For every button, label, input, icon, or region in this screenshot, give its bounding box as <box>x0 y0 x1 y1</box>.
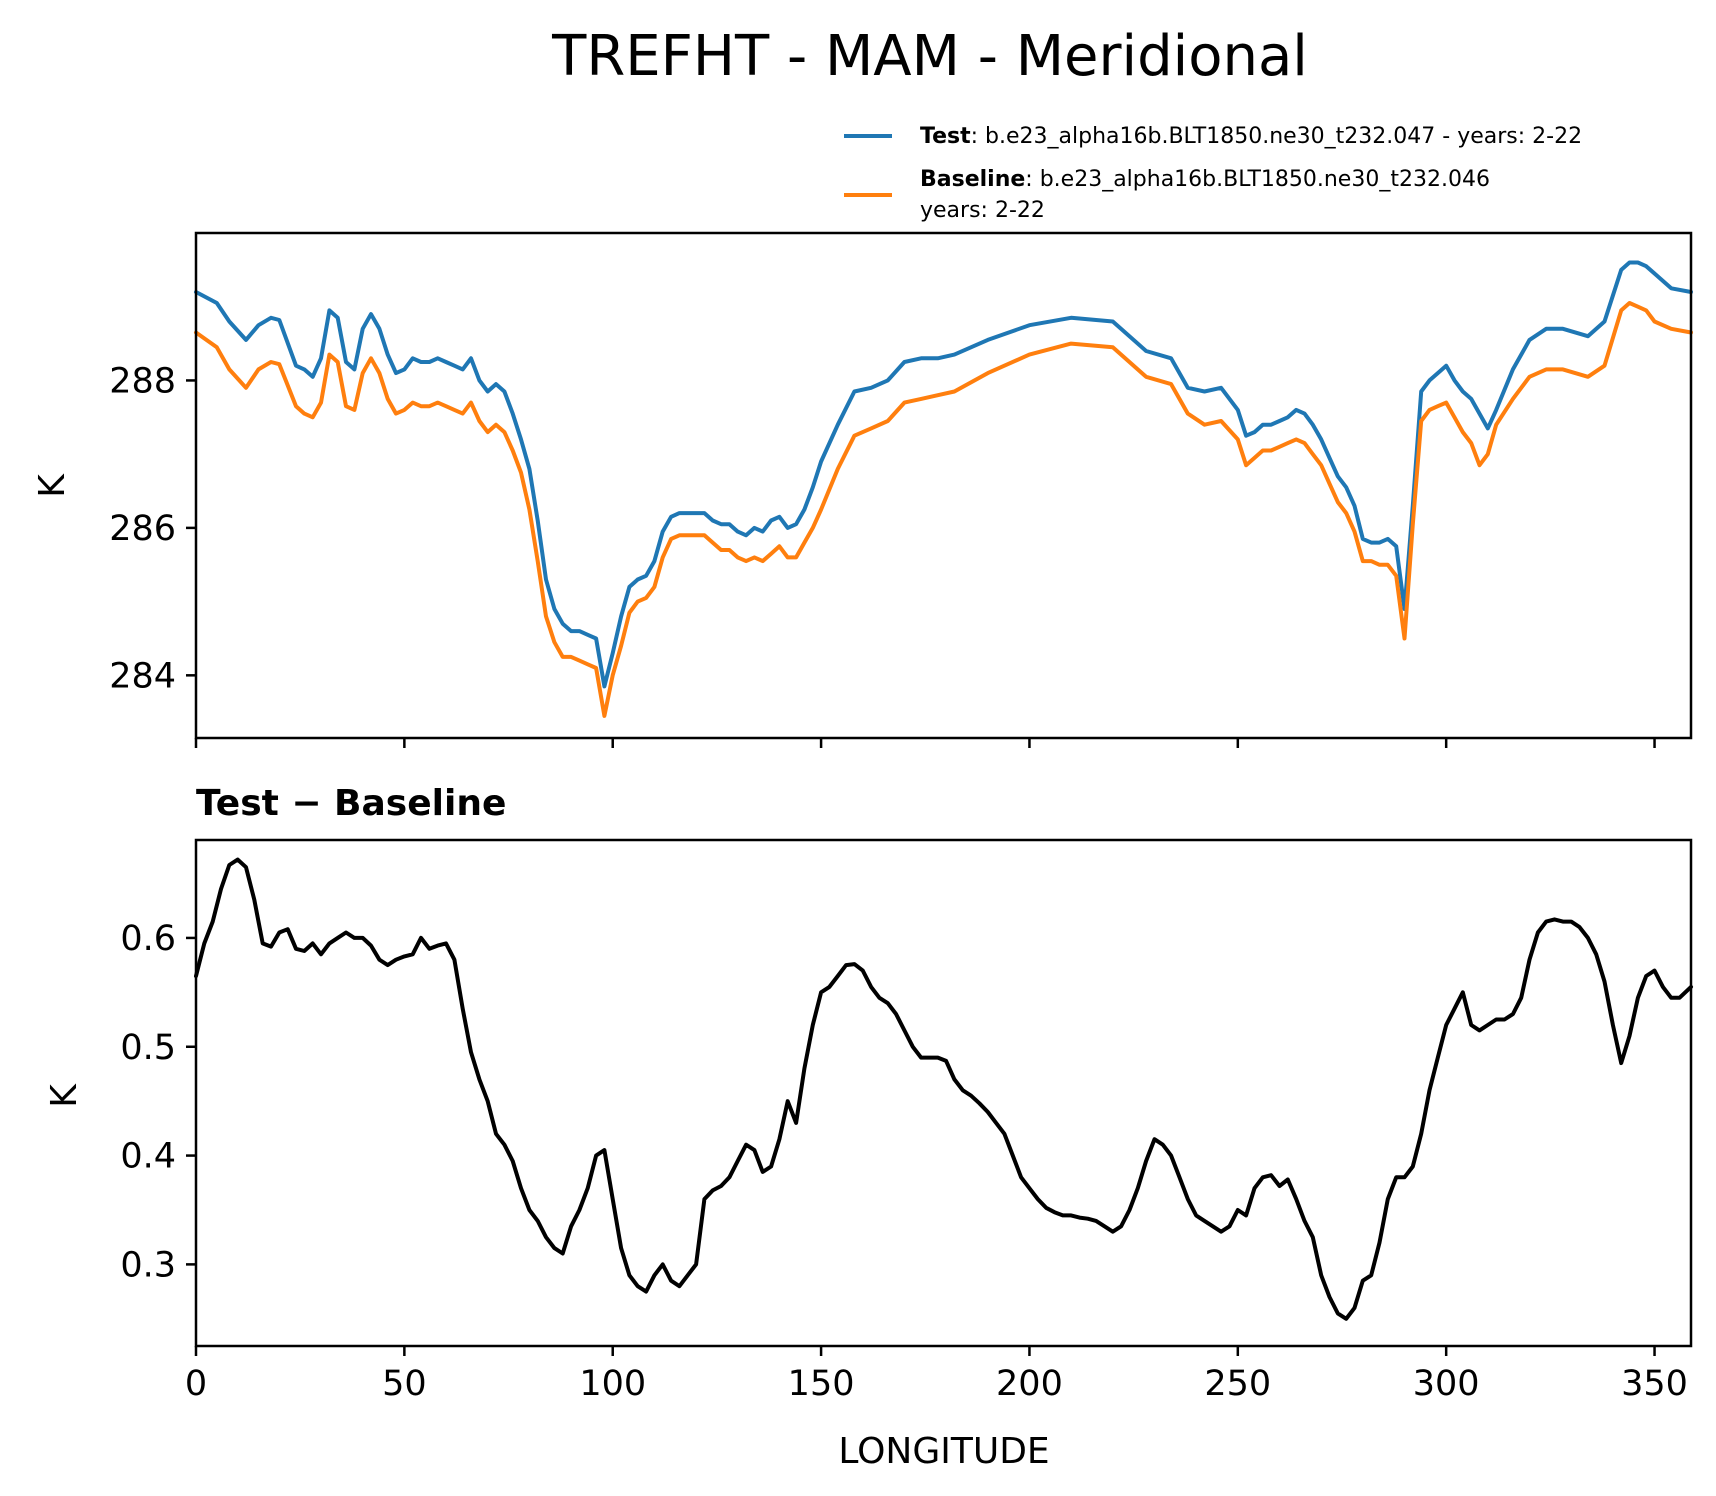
y-tick-label: 0.4 <box>120 1137 176 1177</box>
x-tick-label: 200 <box>996 1364 1063 1404</box>
bottom-panel-subtitle: Test − Baseline <box>196 783 506 824</box>
y-tick-label: 0.3 <box>120 1245 176 1285</box>
x-tick-label: 300 <box>1413 1364 1480 1404</box>
bottom-series-group <box>194 857 1693 1321</box>
series-line-difference <box>194 857 1693 1321</box>
x-axis-label: LONGITUDE <box>838 1431 1049 1472</box>
chart-title: TREFHT - MAM - Meridional <box>551 24 1308 89</box>
series-line-baseline <box>194 301 1693 718</box>
legend: Test: b.e23_alpha16b.BLT1850.ne30_t232.0… <box>844 124 1582 223</box>
y-tick-label: 286 <box>109 509 176 549</box>
x-tick-label: 250 <box>1204 1364 1271 1404</box>
series-line-test <box>194 260 1693 689</box>
top-series-group <box>194 260 1693 718</box>
x-tick-label: 350 <box>1621 1364 1688 1404</box>
bottom-y-axis-label: K <box>44 1083 85 1108</box>
legend-baseline-name: Baseline <box>920 167 1025 192</box>
y-tick-label: 288 <box>109 361 176 401</box>
bottom-yticks: 0.3 0.4 0.5 0.6 <box>120 919 196 1285</box>
top-y-axis-label: K <box>32 473 73 498</box>
legend-baseline-text: : b.e23_alpha16b.BLT1850.ne30_t232.046 <box>1025 167 1490 192</box>
bottom-panel: Test − Baseline 0.3 0.4 0.5 0.6 0 50 100 150 20… <box>44 783 1693 1472</box>
x-tick-label: 50 <box>382 1364 427 1404</box>
legend-test-text: : b.e23_alpha16b.BLT1850.ne30_t232.047 -… <box>971 124 1582 149</box>
y-tick-label: 0.5 <box>120 1028 176 1068</box>
y-tick-label: 284 <box>109 656 176 696</box>
x-tick-label: 0 <box>185 1364 207 1404</box>
legend-test-name: Test <box>920 124 971 149</box>
y-tick-label: 0.6 <box>120 919 176 959</box>
x-tick-label: 150 <box>788 1364 855 1404</box>
top-xticks <box>194 738 1656 748</box>
legend-test-entry: Test: b.e23_alpha16b.BLT1850.ne30_t232.0… <box>920 124 1582 149</box>
legend-baseline-entry: Baseline: b.e23_alpha16b.BLT1850.ne30_t2… <box>920 167 1490 192</box>
x-tick-label: 100 <box>579 1364 646 1404</box>
legend-baseline-line2: years: 2-22 <box>920 198 1045 223</box>
top-axes-frame <box>194 231 1693 740</box>
bottom-axes-frame <box>194 838 1693 1348</box>
bottom-xticks: 0 50 100 150 200 250 300 350 <box>185 1346 1688 1404</box>
top-panel: 284 286 288 K <box>32 231 1693 748</box>
top-yticks: 284 286 288 <box>109 361 196 696</box>
